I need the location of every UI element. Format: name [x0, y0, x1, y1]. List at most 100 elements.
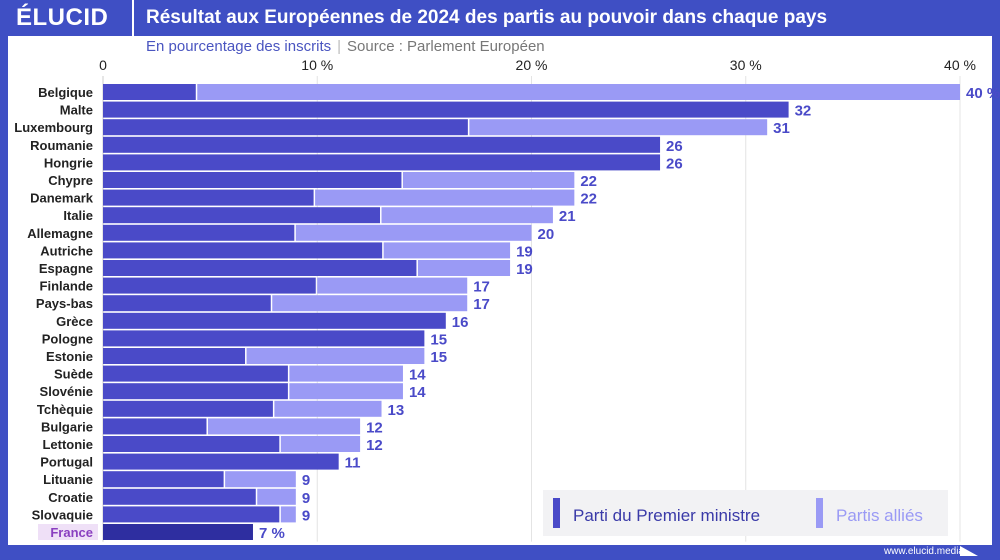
bar-prime-minister-party	[103, 242, 383, 259]
total-label: 9	[302, 472, 310, 489]
measure-note: En pourcentage des inscrits	[146, 38, 332, 55]
category-label: Croatie	[48, 490, 93, 505]
elucid-logo: ÉLUCID	[16, 4, 109, 31]
x-tick-label: 20 %	[516, 57, 548, 73]
bar-prime-minister-party	[103, 154, 661, 171]
category-label: Finlande	[40, 279, 93, 294]
highlight-label-bg	[38, 524, 98, 540]
total-label: 17	[473, 279, 490, 296]
legend-label: Parti du Premier ministre	[573, 506, 760, 525]
bar-prime-minister-party	[103, 436, 280, 452]
category-label: Bulgarie	[41, 419, 93, 434]
total-label: 16	[452, 314, 469, 331]
bar-prime-minister-party	[103, 172, 402, 188]
bar-allied-parties	[295, 224, 532, 241]
category-label: Portugal	[40, 455, 93, 470]
category-label: Roumanie	[30, 138, 93, 153]
bar-prime-minister-party	[103, 312, 446, 329]
legend-swatch	[816, 498, 823, 528]
bar-allied-parties	[257, 488, 296, 505]
bar-allied-parties	[207, 418, 361, 435]
category-label: Luxembourg	[14, 120, 93, 135]
total-label: 17	[473, 296, 490, 313]
bar-prime-minister-party	[103, 418, 207, 435]
bar-prime-minister-party	[103, 277, 316, 294]
total-label: 21	[559, 208, 576, 225]
total-label: 22	[580, 191, 597, 208]
bar-prime-minister-party	[103, 136, 661, 153]
total-label: 12	[366, 437, 383, 454]
category-label: Malte	[60, 103, 93, 118]
bar-prime-minister-party	[103, 101, 789, 118]
bar-prime-minister-party	[103, 383, 288, 400]
bar-allied-parties	[289, 383, 403, 400]
bar-prime-minister-party	[103, 506, 280, 523]
total-label: 32	[795, 103, 812, 120]
bar-allied-parties	[280, 506, 296, 523]
category-label: Danemark	[30, 191, 94, 206]
source-note: Source : Parlement Européen	[347, 38, 545, 55]
category-label: Slovénie	[40, 384, 93, 399]
category-label: France	[50, 525, 93, 540]
category-label: Chypre	[48, 173, 93, 188]
category-label: Suède	[54, 367, 93, 382]
x-tick-label: 30 %	[730, 57, 762, 73]
bar-prime-minister-party	[103, 84, 196, 100]
legend-label: Partis alliés	[836, 506, 923, 525]
total-label: 20	[538, 226, 555, 243]
total-label: 15	[430, 349, 447, 366]
bar-prime-minister-party	[103, 260, 417, 276]
bar-allied-parties	[469, 119, 768, 136]
bar-prime-minister-party	[103, 119, 468, 136]
category-label: Italie	[63, 208, 93, 223]
bar-prime-minister-party	[103, 189, 314, 206]
total-label: 13	[388, 402, 405, 419]
bar-allied-parties	[402, 172, 575, 188]
bar-allied-parties	[197, 84, 960, 100]
total-label: 31	[773, 120, 790, 137]
legend-box	[543, 490, 948, 536]
bar-allied-parties	[317, 277, 468, 294]
category-label: Pologne	[42, 331, 93, 346]
total-label: 12	[366, 419, 383, 436]
category-label: Tchèquie	[37, 402, 93, 417]
bar-allied-parties	[225, 471, 296, 488]
chart-subtitle: En pourcentage des inscrits | Source : Par…	[146, 38, 545, 55]
category-label: Hongrie	[44, 155, 93, 170]
bar-allied-parties	[289, 365, 403, 382]
category-label: Grèce	[56, 314, 93, 329]
category-label: Autriche	[40, 243, 93, 258]
total-label: 22	[580, 173, 597, 190]
total-label: 14	[409, 384, 426, 401]
bar-allied-parties	[381, 207, 553, 224]
bar-prime-minister-party	[103, 348, 246, 364]
bar-prime-minister-party	[103, 488, 256, 505]
total-label: 14	[409, 367, 426, 384]
total-label: 9	[302, 507, 310, 524]
chart-title: Résultat aux Européennes de 2024 des par…	[146, 7, 828, 28]
total-label: 26	[666, 155, 683, 172]
total-label: 40 %	[966, 85, 1000, 102]
bar-allied-parties	[246, 348, 425, 364]
total-label: 19	[516, 243, 533, 260]
total-label: 19	[516, 261, 533, 278]
total-label: 9	[302, 490, 310, 507]
category-label: Espagne	[39, 261, 93, 276]
bar-prime-minister-party	[103, 400, 273, 417]
x-tick-label: 0	[99, 57, 107, 73]
bar-allied-parties	[272, 295, 468, 312]
bar-prime-minister-party	[103, 330, 425, 347]
bar-prime-minister-party	[103, 207, 381, 224]
bar-prime-minister-party	[103, 365, 288, 382]
footer-url: www.elucid.media	[883, 546, 964, 557]
header: ÉLUCID Résultat aux Européennes de 2024 …	[0, 0, 1000, 36]
total-label: 11	[345, 455, 361, 472]
category-label: Pays-bas	[36, 296, 93, 311]
category-label: Slovaquie	[32, 507, 93, 522]
bar-prime-minister-party	[103, 471, 224, 488]
bar-allied-parties	[315, 189, 575, 206]
category-label: Estonie	[46, 349, 93, 364]
bar-allied-parties	[274, 400, 382, 417]
bar-allied-parties	[417, 260, 511, 276]
